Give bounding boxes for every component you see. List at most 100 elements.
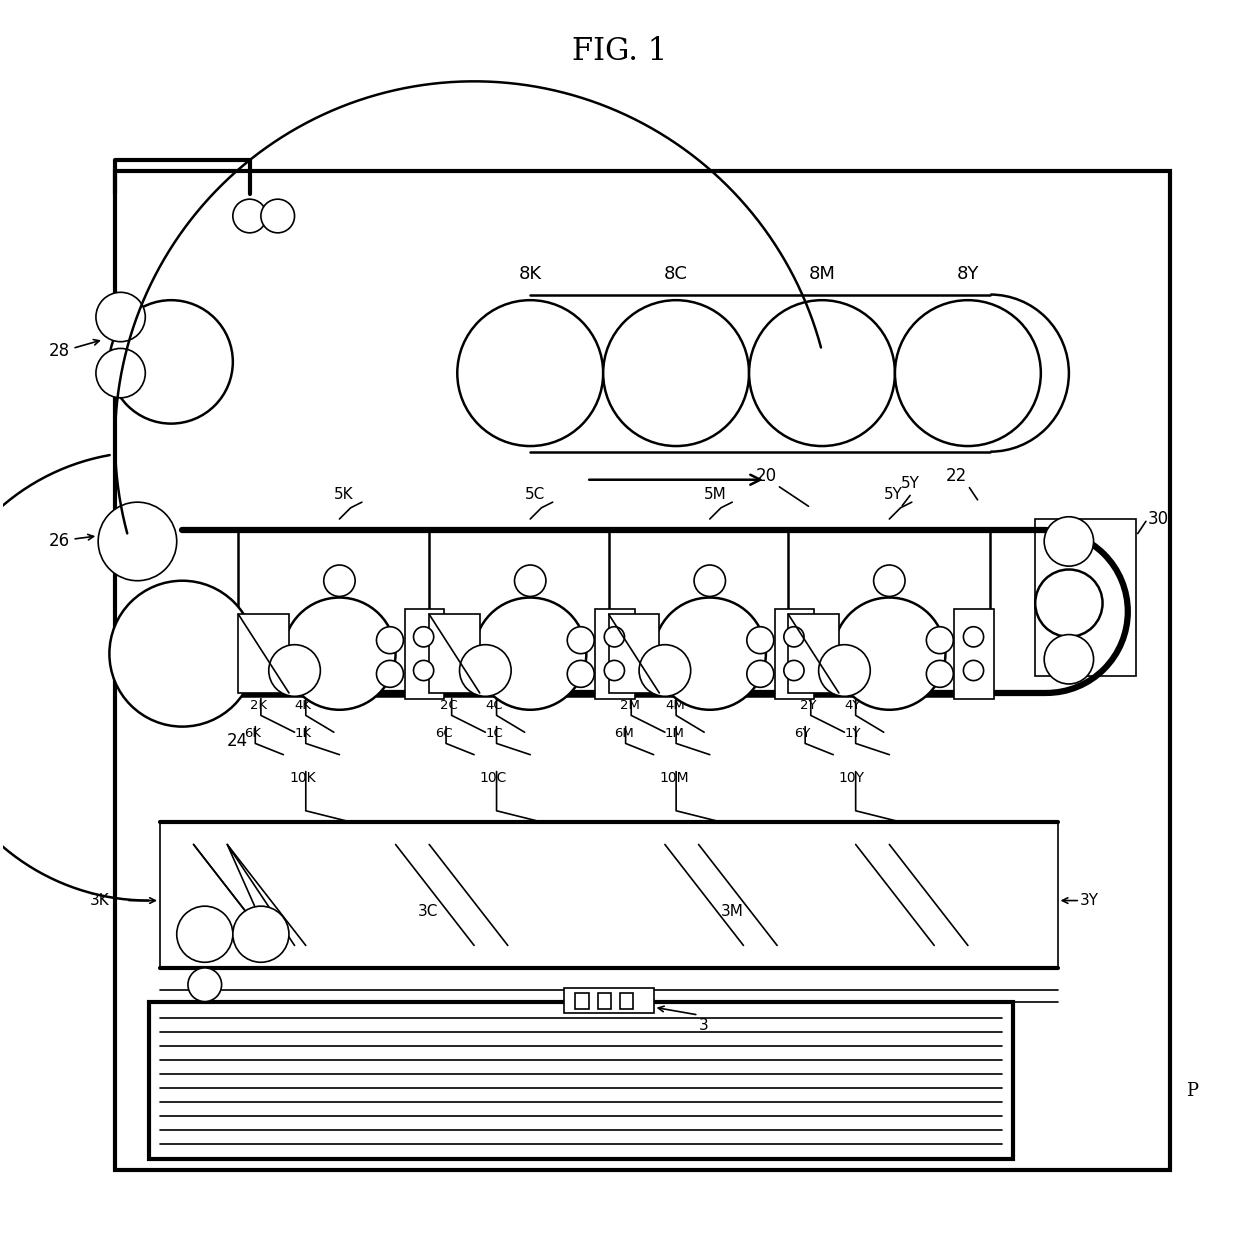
Text: 5K: 5K — [334, 487, 353, 502]
Circle shape — [413, 661, 434, 681]
Circle shape — [1044, 517, 1094, 567]
Circle shape — [458, 300, 603, 446]
Circle shape — [324, 565, 355, 596]
Bar — [1035, 520, 1136, 676]
Text: 10Y: 10Y — [838, 771, 864, 785]
Text: 8C: 8C — [665, 265, 688, 283]
Circle shape — [926, 626, 954, 653]
Bar — [609, 528, 811, 697]
Bar — [955, 609, 993, 698]
Text: 1M: 1M — [665, 727, 684, 739]
Text: 6M: 6M — [614, 727, 634, 739]
Circle shape — [269, 645, 320, 697]
Circle shape — [1035, 569, 1102, 637]
Circle shape — [233, 906, 289, 962]
Circle shape — [567, 661, 594, 687]
Bar — [238, 614, 289, 693]
Text: P: P — [1187, 1083, 1198, 1100]
Text: 1Y: 1Y — [844, 727, 861, 739]
Text: 22: 22 — [946, 467, 967, 485]
Circle shape — [963, 661, 983, 681]
Text: 2Y: 2Y — [800, 698, 816, 712]
Bar — [238, 528, 440, 697]
Text: FIG. 1: FIG. 1 — [573, 36, 667, 67]
Circle shape — [377, 626, 403, 653]
Circle shape — [377, 661, 403, 687]
Bar — [575, 992, 589, 1009]
Circle shape — [963, 626, 983, 647]
Bar — [775, 609, 815, 698]
Bar — [789, 614, 838, 693]
Bar — [564, 988, 653, 1013]
Text: 2C: 2C — [440, 698, 459, 712]
Text: 3Y: 3Y — [1080, 893, 1099, 908]
Text: 6K: 6K — [244, 727, 262, 739]
Text: 5M: 5M — [704, 487, 727, 502]
Bar — [404, 609, 444, 698]
Circle shape — [109, 300, 233, 424]
Circle shape — [1044, 635, 1094, 684]
Text: 6Y: 6Y — [794, 727, 810, 739]
Text: 5Y: 5Y — [900, 476, 919, 491]
Circle shape — [109, 580, 255, 727]
Text: 30: 30 — [1147, 510, 1168, 528]
Bar — [429, 528, 631, 697]
Text: 8K: 8K — [518, 265, 542, 283]
Text: 10M: 10M — [660, 771, 689, 785]
Bar — [115, 171, 1169, 1169]
Circle shape — [653, 598, 766, 709]
Text: 3M: 3M — [720, 904, 744, 919]
Text: 5C: 5C — [525, 487, 544, 502]
Circle shape — [177, 906, 233, 962]
Text: 4Y: 4Y — [844, 698, 861, 712]
Text: 1C: 1C — [485, 727, 503, 739]
Circle shape — [639, 645, 691, 697]
Text: 3: 3 — [698, 1018, 708, 1033]
Circle shape — [746, 626, 774, 653]
Circle shape — [515, 565, 546, 596]
Circle shape — [818, 645, 870, 697]
Circle shape — [260, 200, 295, 233]
Bar — [429, 614, 480, 693]
Bar — [620, 992, 634, 1009]
Circle shape — [784, 626, 804, 647]
Text: 8Y: 8Y — [957, 265, 980, 283]
Circle shape — [604, 626, 625, 647]
Bar — [598, 992, 611, 1009]
Text: 1K: 1K — [295, 727, 311, 739]
Bar — [595, 609, 635, 698]
Text: 2K: 2K — [249, 698, 267, 712]
Circle shape — [749, 300, 895, 446]
Circle shape — [833, 598, 945, 709]
Text: 20: 20 — [755, 467, 776, 485]
Text: 2M: 2M — [620, 698, 640, 712]
Text: 26: 26 — [50, 532, 71, 551]
Circle shape — [694, 565, 725, 596]
Text: 4K: 4K — [295, 698, 311, 712]
Circle shape — [413, 626, 434, 647]
Circle shape — [95, 348, 145, 398]
Text: 4C: 4C — [485, 698, 503, 712]
Bar — [789, 528, 991, 697]
Circle shape — [604, 661, 625, 681]
Text: 8M: 8M — [808, 265, 836, 283]
Circle shape — [603, 300, 749, 446]
Bar — [160, 822, 1058, 968]
Circle shape — [746, 661, 774, 687]
Text: 4M: 4M — [665, 698, 684, 712]
Circle shape — [895, 300, 1040, 446]
Circle shape — [95, 293, 145, 342]
Circle shape — [283, 598, 396, 709]
Circle shape — [98, 502, 177, 580]
Bar — [149, 1002, 1013, 1158]
Circle shape — [188, 968, 222, 1002]
Circle shape — [233, 200, 267, 233]
Text: 3K: 3K — [89, 893, 109, 908]
Circle shape — [460, 645, 511, 697]
Circle shape — [474, 598, 587, 709]
Circle shape — [784, 661, 804, 681]
Text: 24: 24 — [227, 733, 248, 750]
Circle shape — [926, 661, 954, 687]
Text: 10C: 10C — [480, 771, 507, 785]
Text: 28: 28 — [50, 342, 71, 360]
